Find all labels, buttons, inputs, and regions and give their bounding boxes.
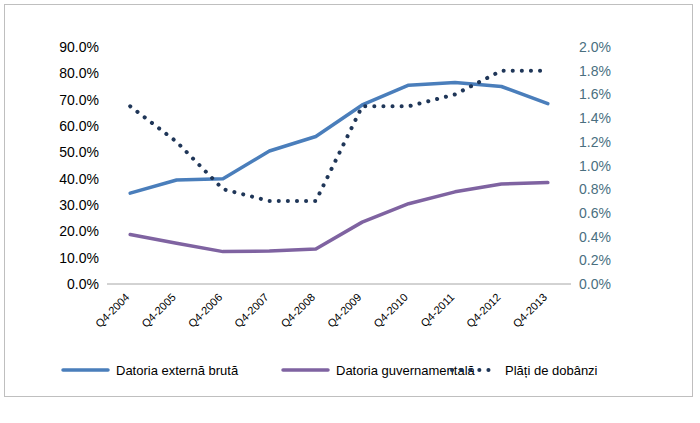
- y2-tick: [571, 118, 575, 119]
- y2-tick-label: 0.4%: [579, 229, 611, 245]
- y2-tick-label: 1.2%: [579, 134, 611, 150]
- y2-tick-label: 2.0%: [579, 39, 611, 55]
- y2-tick-label: 0.8%: [579, 181, 611, 197]
- x-tick-label: Q4-2007: [232, 291, 271, 330]
- y-tick-label: 70.0%: [59, 92, 99, 108]
- y-tick: [103, 178, 107, 179]
- x-tick-label: Q4-2011: [418, 291, 456, 329]
- legend-label: Datoria externă brută: [116, 363, 239, 378]
- legend-swatch: [283, 368, 328, 372]
- y-tick: [103, 257, 107, 258]
- y-tick-label: 50.0%: [59, 144, 99, 160]
- y-tick: [103, 126, 107, 127]
- y2-tick-label: 0.0%: [579, 276, 611, 292]
- y2-tick: [571, 70, 575, 71]
- series-line: [130, 83, 548, 194]
- legend-label: Datoria guvernamentală: [336, 363, 476, 378]
- plot-area: [130, 71, 548, 252]
- y2-tick: [571, 47, 575, 48]
- x-tick-label: Q4-2004: [93, 291, 132, 330]
- y-tick: [103, 152, 107, 153]
- y-tick-label: 10.0%: [59, 250, 99, 266]
- chart-border: [5, 5, 693, 397]
- y-tick: [103, 47, 107, 48]
- y-tick-label: 40.0%: [59, 171, 99, 187]
- x-tick-label: Q4-2005: [139, 291, 178, 330]
- y2-tick-label: 1.0%: [579, 158, 611, 174]
- series-line: [130, 183, 548, 252]
- y-tick-label: 90.0%: [59, 39, 99, 55]
- y2-tick: [571, 189, 575, 190]
- y-tick: [103, 73, 107, 74]
- series-line: [130, 71, 548, 201]
- y-tick: [103, 231, 107, 232]
- x-tick-label: Q4-2010: [371, 291, 410, 330]
- y-tick: [103, 99, 107, 100]
- y2-tick-label: 1.8%: [579, 63, 611, 79]
- y-tick-label: 20.0%: [59, 223, 99, 239]
- legend-swatch: [452, 368, 497, 372]
- y2-tick-label: 0.2%: [579, 252, 611, 268]
- y2-tick: [571, 284, 575, 285]
- x-tick-label: Q4-2006: [186, 291, 225, 330]
- legend-label: Plăți de dobânzi: [505, 363, 598, 378]
- x-tick-label: Q4-2012: [464, 291, 503, 330]
- y-tick-label: 80.0%: [59, 65, 99, 81]
- y2-tick-label: 1.4%: [579, 110, 611, 126]
- chart: 0.0% 10.0% 20.0% 30.0% 40.0% 50.0% 60.0% 70.0% 8…: [0, 0, 700, 423]
- x-tick-label: Q4-2008: [278, 291, 317, 330]
- y-tick: [103, 205, 107, 206]
- y2-tick: [571, 236, 575, 237]
- x-axis-line: [107, 284, 571, 285]
- y2-tick: [571, 94, 575, 95]
- y2-tick: [571, 260, 575, 261]
- y-tick: [103, 284, 107, 285]
- y2-tick-label: 0.6%: [579, 205, 611, 221]
- y-tick-label: 0.0%: [67, 276, 99, 292]
- legend-swatch: [63, 368, 108, 372]
- y2-tick-label: 1.6%: [579, 86, 611, 102]
- y2-tick: [571, 141, 575, 142]
- y-tick-label: 60.0%: [59, 118, 99, 134]
- x-tick-label: Q4-2009: [325, 291, 364, 330]
- x-tick-label: Q4-2013: [510, 291, 549, 330]
- y-tick-label: 30.0%: [59, 197, 99, 213]
- y2-tick: [571, 212, 575, 213]
- y2-tick: [571, 165, 575, 166]
